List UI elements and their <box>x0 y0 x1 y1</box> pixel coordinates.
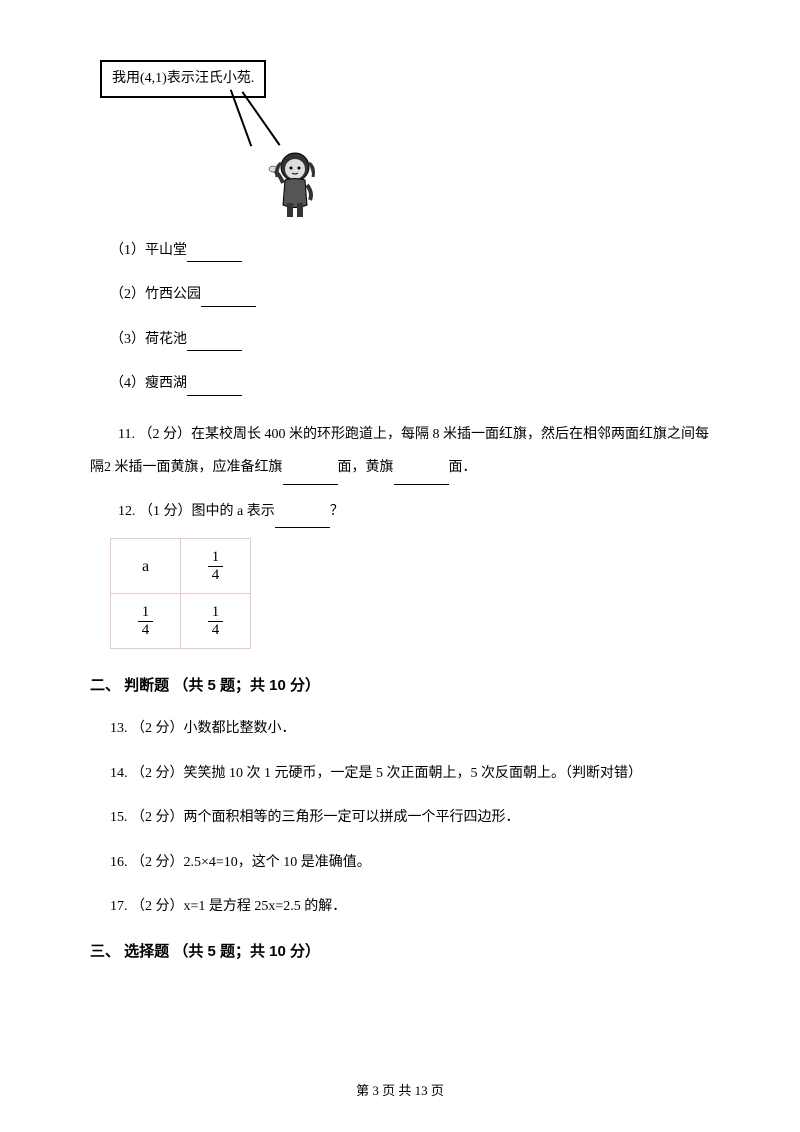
table-cell-frac: 14 <box>181 594 251 649</box>
question-15: 15. （2 分）两个面积相等的三角形一定可以拼成一个平行四边形． <box>90 807 710 829</box>
sub-number: （3） <box>110 332 145 347</box>
q-text: 小数都比整数小． <box>184 721 296 736</box>
q-points: （2 分） <box>131 766 184 781</box>
question-11: 11. （2 分）在某校周长 400 米的环形跑道上，每隔 8 米插一面红旗，然… <box>90 418 710 485</box>
question-16: 16. （2 分）2.5×4=10，这个 10 是准确值。 <box>90 852 710 874</box>
q-points: （2 分） <box>131 810 184 825</box>
sub-number: （1） <box>110 243 145 258</box>
q-number: 14. <box>110 766 128 781</box>
blank-input[interactable] <box>394 469 449 485</box>
table-row: a 14 <box>111 539 251 594</box>
q11-mid: 面，黄旗 <box>338 460 394 475</box>
speech-bubble-figure: 我用(4,1)表示汪氏小苑. <box>100 60 350 220</box>
section-2-header: 二、 判断题 （共 5 题；共 10 分） <box>90 674 710 698</box>
character-icon <box>255 145 330 220</box>
q-number: 16. <box>110 855 128 870</box>
sub-question-3: （3）荷花池 <box>90 329 710 351</box>
page-footer: 第 3 页 共 13 页 <box>0 1081 800 1102</box>
blank-input[interactable] <box>187 335 242 351</box>
blank-input[interactable] <box>187 380 242 396</box>
sub-question-2: （2）竹西公园 <box>90 284 710 306</box>
q12-suffix: ？ <box>330 504 344 519</box>
q12-prefix: 12. （1 分）图中的 a 表示 <box>118 504 275 519</box>
q11-suffix: 面． <box>449 460 477 475</box>
q-text: 笑笑抛 10 次 1 元硬币，一定是 5 次正面朝上，5 次反面朝上。（判断对错… <box>184 766 643 781</box>
question-12: 12. （1 分）图中的 a 表示 ？ <box>90 495 710 529</box>
sub-question-4: （4）瘦西湖 <box>90 373 710 395</box>
q-number: 13. <box>110 721 128 736</box>
question-13: 13. （2 分）小数都比整数小． <box>90 718 710 740</box>
sub-label: 平山堂 <box>145 243 187 258</box>
blank-input[interactable] <box>187 246 242 262</box>
question-14: 14. （2 分）笑笑抛 10 次 1 元硬币，一定是 5 次正面朝上，5 次反… <box>90 763 710 785</box>
q-points: （2 分） <box>131 855 184 870</box>
table-cell-frac: 14 <box>181 539 251 594</box>
q-points: （2 分） <box>131 721 184 736</box>
speech-text: 我用(4,1)表示汪氏小苑. <box>112 71 254 86</box>
sub-label: 竹西公园 <box>145 287 201 302</box>
q-text: 2.5×4=10，这个 10 是准确值。 <box>184 855 371 870</box>
table-cell-a: a <box>111 539 181 594</box>
sub-number: （4） <box>110 376 145 391</box>
section-3-header: 三、 选择题 （共 5 题；共 10 分） <box>90 940 710 964</box>
blank-input[interactable] <box>275 512 330 528</box>
sub-question-1: （1）平山堂 <box>90 240 710 262</box>
blank-input[interactable] <box>201 291 256 307</box>
q-number: 15. <box>110 810 128 825</box>
q-text: x=1 是方程 25x=2.5 的解． <box>184 899 347 914</box>
sub-label: 荷花池 <box>145 332 187 347</box>
blank-input[interactable] <box>283 469 338 485</box>
question-17: 17. （2 分）x=1 是方程 25x=2.5 的解． <box>90 896 710 918</box>
fraction-table: a 14 14 14 <box>110 538 251 649</box>
table-row: 14 14 <box>111 594 251 649</box>
q-points: （2 分） <box>131 899 184 914</box>
table-cell-frac: 14 <box>111 594 181 649</box>
sub-number: （2） <box>110 287 145 302</box>
q-text: 两个面积相等的三角形一定可以拼成一个平行四边形． <box>184 810 520 825</box>
sub-label: 瘦西湖 <box>145 376 187 391</box>
q-number: 17. <box>110 899 128 914</box>
